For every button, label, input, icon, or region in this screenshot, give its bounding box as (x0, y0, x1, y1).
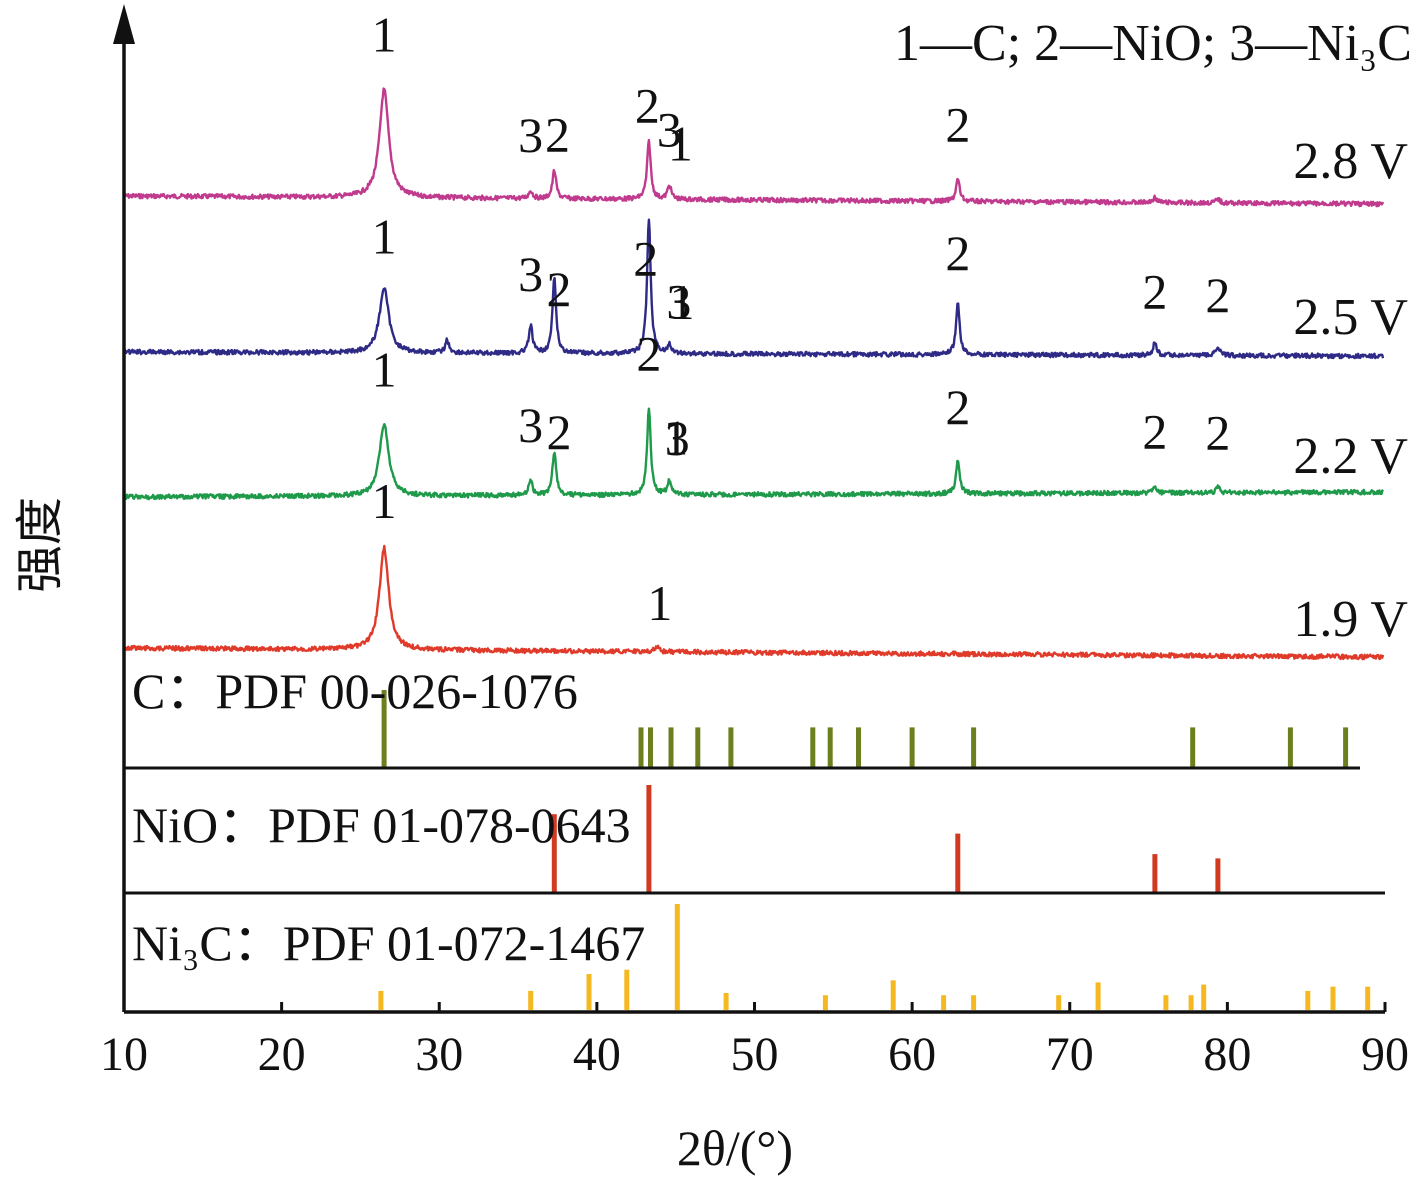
x-tick-label: 90 (1361, 1028, 1409, 1081)
peak-label: 2 (635, 78, 660, 134)
reference-ni-c-pdf-01-072-1467 (378, 904, 1371, 1010)
x-tick-label: 10 (100, 1028, 148, 1081)
peak-label: 2 (945, 225, 970, 281)
reference-line (1190, 727, 1196, 768)
peak-label: 3 (657, 102, 682, 158)
peak-label: 3 (518, 246, 543, 302)
peak-label: 1 (669, 274, 694, 330)
reference-line (1188, 995, 1194, 1010)
peak-label: 2 (945, 96, 970, 152)
reference-line (810, 727, 816, 768)
y-axis-arrow (113, 4, 135, 44)
x-tick-label: 20 (258, 1028, 306, 1081)
reference-line (378, 990, 384, 1010)
reference-line (1343, 727, 1349, 768)
reference-line (1330, 986, 1336, 1010)
reference-patterns: C：PDF 00-026-1076 NiO：PDF 01-078-0643 Ni₃C… (124, 663, 1385, 1010)
axes (113, 4, 1387, 1014)
trace-2-8-v (123, 87, 1385, 208)
trace-1-9-v (122, 544, 1385, 661)
peak-label: 1 (647, 575, 672, 631)
x-tick-label: 70 (1046, 1028, 1094, 1081)
peak-label: 2 (636, 326, 661, 382)
series-label-2-8-v: 2.8 V (1293, 133, 1408, 190)
peak-label: 2 (1205, 267, 1230, 323)
peak-label: 3 (666, 274, 691, 330)
peak-label: 2 (545, 106, 570, 162)
peak-label: 1 (372, 7, 397, 63)
reference-line (890, 980, 896, 1010)
x-tick-label: 40 (573, 1028, 621, 1081)
reference-line (695, 727, 701, 768)
reference-line (1365, 986, 1371, 1010)
x-tick-label: 50 (731, 1028, 779, 1081)
reference-label: Ni₃C：PDF 01-072-1467 (132, 915, 645, 971)
trace-2-2-v (123, 407, 1385, 501)
reference-line (381, 690, 387, 768)
reference-label: NiO：PDF 01-078-0643 (132, 797, 631, 853)
pattern-traces (122, 87, 1385, 661)
peak-label: 2 (1205, 404, 1230, 460)
peak-label: 3 (665, 410, 690, 466)
reference-line (646, 785, 652, 893)
peak-label: 1 (663, 410, 688, 466)
reference-line (586, 974, 592, 1010)
reference-label: C：PDF 00-026-1076 (132, 663, 578, 719)
legend-text: 1—C; 2—NiO; 3—Ni₃C (894, 15, 1412, 72)
x-tick-label: 30 (415, 1028, 463, 1081)
reference-line (668, 727, 674, 768)
peak-label: 2 (1142, 404, 1167, 460)
x-tick-labels: 10 20 30 40 50 60 70 80 90 (100, 1028, 1409, 1081)
reference-line (1215, 858, 1221, 893)
peak-label: 3 (518, 397, 543, 453)
peak-label: 2 (547, 261, 572, 317)
reference-line (909, 727, 915, 768)
peak-label: 1 (372, 473, 397, 529)
reference-line (1163, 995, 1169, 1010)
x-tick-label: 60 (888, 1028, 936, 1081)
x-tick-label: 80 (1203, 1028, 1251, 1081)
reference-nio-pdf-01-078-0643 (551, 785, 1221, 893)
y-axis-label: 强度 (14, 497, 67, 593)
reference-line (1305, 990, 1311, 1010)
peak-label: 2 (633, 230, 658, 286)
series-label-2-2-v: 2.2 V (1293, 428, 1408, 485)
series-label-2-5-v: 2.5 V (1293, 289, 1408, 346)
peak-label: 1 (372, 209, 397, 265)
reference-line (1095, 982, 1101, 1010)
peak-label: 2 (547, 404, 572, 460)
reference-line (1152, 854, 1158, 893)
peak-label: 3 (518, 107, 543, 163)
reference-line (822, 995, 828, 1010)
reference-line (1287, 727, 1293, 768)
trace-2-5-v (122, 218, 1385, 360)
reference-line (971, 995, 977, 1010)
reference-line (1056, 995, 1062, 1010)
reference-line (728, 727, 734, 768)
peak-label: 2 (1142, 264, 1167, 320)
reference-line (638, 727, 644, 768)
peak-label: 1 (372, 342, 397, 398)
reference-line (528, 990, 534, 1010)
reference-line (674, 904, 680, 1010)
reference-line (827, 727, 833, 768)
reference-line (971, 727, 977, 768)
reference-c-pdf-00-026-1076 (381, 690, 1349, 768)
reference-line (648, 727, 653, 768)
reference-line (624, 969, 630, 1010)
series-label-1-9-v: 1.9 V (1293, 591, 1408, 648)
reference-line (723, 993, 729, 1010)
peak-label: 2 (945, 379, 970, 435)
reference-line (955, 833, 961, 893)
reference-line (856, 727, 861, 768)
reference-line (941, 995, 947, 1010)
x-axis-label: 2θ/(°) (677, 1120, 793, 1176)
reference-line (551, 814, 557, 893)
reference-line (1201, 984, 1207, 1010)
peak-label: 1 (668, 116, 693, 172)
